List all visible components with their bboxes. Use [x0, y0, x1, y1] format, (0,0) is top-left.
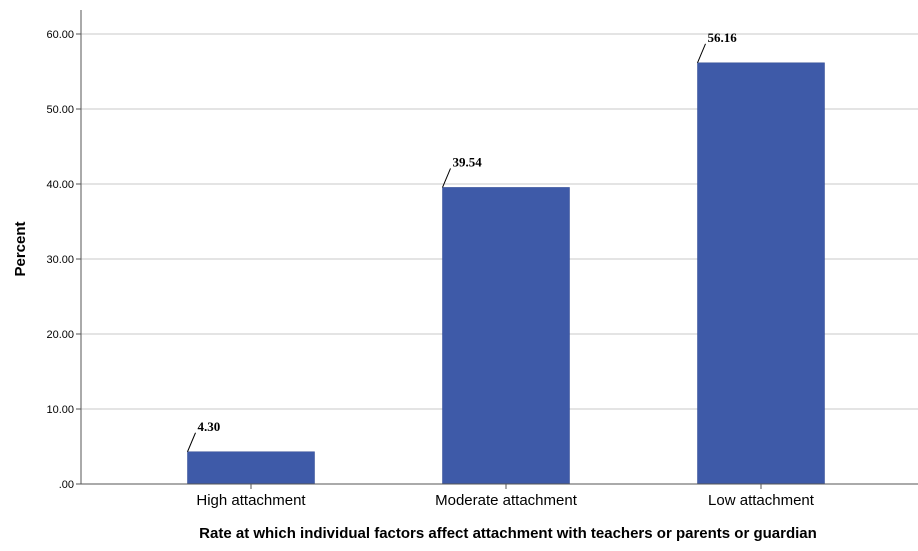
data-label-leader — [442, 168, 451, 188]
data-label-leader — [187, 432, 196, 452]
y-axis-title: Percent — [12, 221, 29, 276]
data-labels: 4.30 39.54 56.16 — [198, 30, 738, 434]
y-tick-label: .00 — [59, 479, 74, 491]
y-tick-label: 10.00 — [46, 404, 74, 416]
data-label: 39.54 — [453, 154, 483, 169]
x-tick-labels: High attachment Moderate attachment Low at… — [196, 484, 815, 509]
bar — [442, 187, 570, 485]
x-axis-title: Rate at which individual factors affect … — [199, 525, 817, 542]
data-label-leader — [697, 43, 706, 63]
x-tick-label: High attachment — [196, 492, 306, 509]
bar — [697, 62, 825, 485]
y-tick-label: 20.00 — [46, 329, 74, 341]
x-tick-label: Low attachment — [708, 492, 815, 509]
y-tick-label: 60.00 — [46, 29, 74, 41]
y-tick-label: 50.00 — [46, 104, 74, 116]
y-tick-labels: .00 10.00 20.00 30.00 40.00 50.00 60.00 — [46, 29, 74, 491]
x-tick-label: Moderate attachment — [435, 492, 578, 509]
y-tick-label: 30.00 — [46, 254, 74, 266]
bar — [187, 451, 315, 485]
y-tick-label: 40.00 — [46, 179, 74, 191]
data-label-leaders — [187, 43, 706, 452]
data-label: 56.16 — [708, 30, 738, 45]
data-label: 4.30 — [198, 419, 221, 434]
bars — [187, 62, 825, 485]
